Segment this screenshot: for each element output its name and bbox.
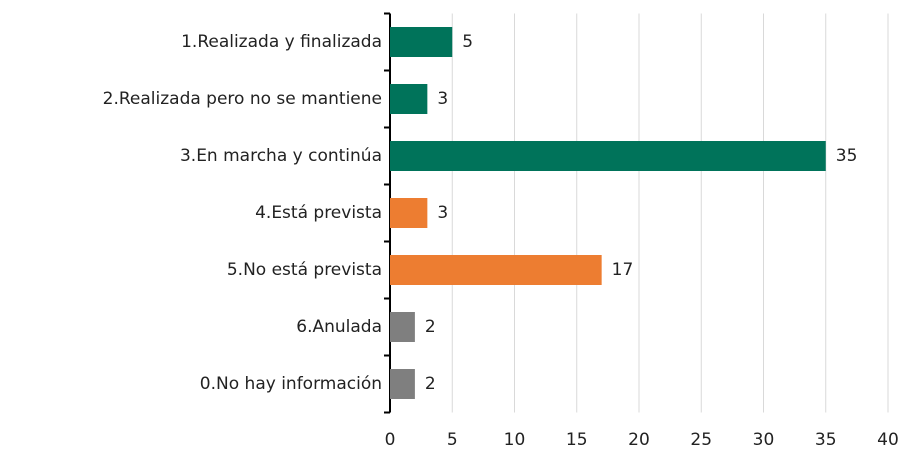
bar — [390, 255, 602, 285]
bar — [390, 312, 415, 342]
y-tick-label: 2.Realizada pero no se mantiene — [103, 89, 382, 109]
value-label: 2 — [425, 374, 436, 394]
x-tick-label: 20 — [628, 430, 650, 450]
bar — [390, 141, 826, 171]
x-tick-label: 5 — [447, 430, 458, 450]
value-label: 35 — [836, 146, 858, 166]
y-tick-label: 4.Está prevista — [255, 203, 382, 223]
value-label: 3 — [437, 89, 448, 109]
value-label: 3 — [437, 203, 448, 223]
x-tick-label: 40 — [877, 430, 899, 450]
x-tick-label: 25 — [690, 430, 712, 450]
x-tick-label: 30 — [753, 430, 775, 450]
x-tick-label: 15 — [566, 430, 588, 450]
value-label: 2 — [425, 317, 436, 337]
y-tick-label: 5.No está prevista — [227, 260, 382, 280]
bar — [390, 369, 415, 399]
y-tick-label: 6.Anulada — [296, 317, 382, 337]
bar — [390, 84, 428, 114]
x-tick-label: 0 — [385, 430, 396, 450]
value-label: 17 — [612, 260, 634, 280]
x-tick-label: 10 — [504, 430, 526, 450]
y-tick-label: 0.No hay información — [200, 374, 382, 394]
x-tick-label: 35 — [815, 430, 837, 450]
bar — [390, 198, 428, 228]
bar — [390, 27, 453, 57]
y-tick-label: 3.En marcha y continúa — [180, 146, 382, 166]
value-label: 5 — [462, 32, 473, 52]
y-tick-label: 1.Realizada y finalizada — [181, 32, 382, 52]
